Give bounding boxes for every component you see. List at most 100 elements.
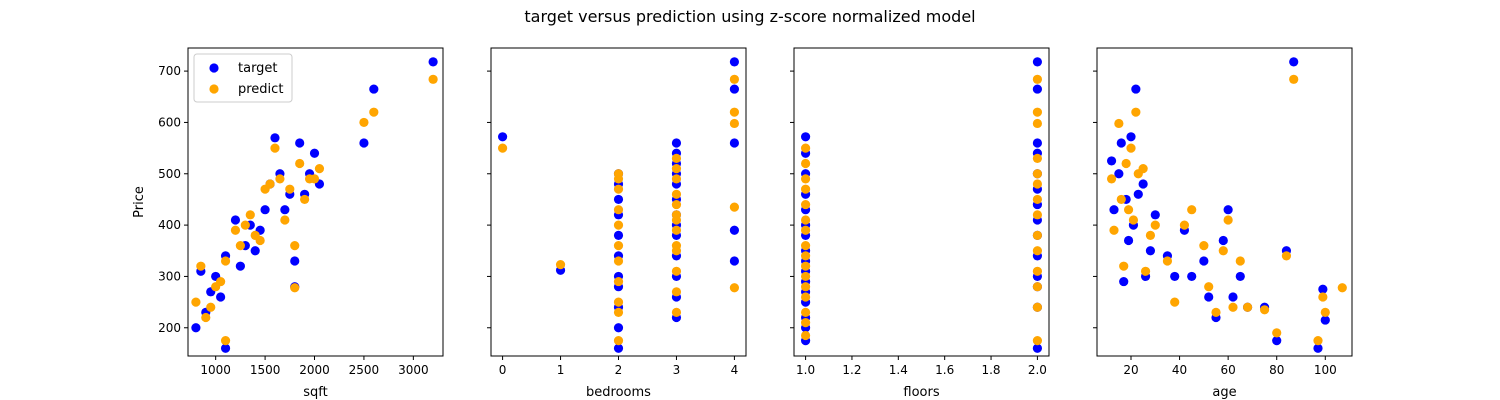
- point-predict: [265, 179, 275, 189]
- point-predict: [206, 302, 216, 312]
- y-tick-label: 600: [158, 115, 181, 129]
- point-target: [295, 138, 305, 148]
- point-target: [220, 343, 231, 353]
- point-predict: [1032, 266, 1043, 276]
- x-tick-label: 1: [557, 363, 565, 377]
- point-predict: [1032, 169, 1043, 179]
- point-target: [1272, 336, 1282, 346]
- point-predict: [1128, 215, 1139, 225]
- point-target: [1223, 205, 1233, 215]
- point-target: [497, 132, 508, 142]
- x-tick-label: 40: [1172, 363, 1187, 377]
- point-target: [1218, 235, 1228, 246]
- subplot-2: 0 1 2 3 4 bedrooms: [487, 47, 747, 400]
- point-target: [1032, 343, 1043, 353]
- point-target: [1204, 292, 1214, 302]
- point-predict: [196, 261, 206, 271]
- x-tick-label: 1000: [200, 363, 231, 377]
- y-tick-label: 500: [158, 167, 181, 181]
- point-predict: [1318, 292, 1328, 302]
- x-tick-label: 20: [1123, 363, 1138, 377]
- point-target: [1228, 292, 1238, 302]
- point-predict: [729, 107, 740, 117]
- point-predict: [1162, 256, 1173, 266]
- point-predict: [1032, 246, 1043, 256]
- series-predict: [1106, 74, 1347, 346]
- series-target: [800, 57, 1043, 353]
- point-predict: [1032, 194, 1043, 205]
- point-predict: [800, 251, 811, 261]
- point-predict: [800, 215, 811, 225]
- point-target: [1187, 271, 1197, 282]
- x-axis-label: sqft: [303, 385, 327, 400]
- point-target: [729, 256, 740, 266]
- series-predict: [497, 74, 740, 346]
- point-target: [1289, 57, 1299, 67]
- legend-marker-predict: [209, 84, 219, 94]
- x-tick-label: 2.0: [1028, 363, 1047, 377]
- point-target: [1123, 235, 1134, 246]
- point-target: [729, 225, 740, 235]
- point-predict: [671, 241, 682, 251]
- point-predict: [216, 276, 226, 287]
- point-target: [1114, 169, 1124, 179]
- axes-frame: [1096, 47, 1353, 357]
- point-target: [1032, 57, 1043, 67]
- y-axis-label: Price: [132, 186, 147, 218]
- point-predict: [671, 266, 682, 276]
- point-target: [1119, 276, 1129, 287]
- point-target: [1318, 284, 1328, 294]
- point-predict: [359, 117, 369, 128]
- point-target: [800, 132, 811, 142]
- point-predict: [729, 74, 740, 84]
- point-target: [1313, 343, 1323, 353]
- point-predict: [671, 307, 682, 317]
- x-tick-label: 1.6: [935, 363, 954, 377]
- point-target: [613, 343, 624, 353]
- point-target: [280, 205, 290, 215]
- point-target: [671, 138, 682, 148]
- point-predict: [1228, 302, 1238, 312]
- point-predict: [295, 158, 305, 169]
- axes-frame: [187, 47, 444, 357]
- x-tick-label: 2500: [349, 363, 380, 377]
- x-tick-label: 1.4: [889, 363, 908, 377]
- point-target: [1150, 210, 1160, 220]
- point-target: [613, 194, 624, 205]
- legend: target predict: [193, 53, 293, 103]
- point-predict: [800, 261, 811, 271]
- point-target: [216, 292, 226, 302]
- legend-marker-target: [209, 63, 219, 73]
- point-predict: [800, 307, 811, 317]
- x-axis-label: bedrooms: [586, 385, 651, 400]
- point-predict: [1032, 179, 1043, 189]
- point-predict: [300, 194, 310, 205]
- point-predict: [1106, 174, 1117, 184]
- x-axis-label: floors: [903, 385, 939, 400]
- x-tick-label: 80: [1269, 363, 1284, 377]
- point-target: [191, 323, 201, 333]
- point-predict: [245, 210, 255, 220]
- point-predict: [369, 107, 379, 117]
- point-predict: [800, 241, 811, 251]
- subplot-1: 1000 1500 2000 2500 3000 200 300 400 500 600 700 sq…: [132, 47, 444, 400]
- point-predict: [800, 225, 811, 235]
- point-predict: [255, 235, 265, 246]
- x-tick-label: 3000: [398, 363, 429, 377]
- point-predict: [800, 292, 811, 302]
- point-target: [613, 230, 624, 240]
- x-tick-label: 1.0: [796, 363, 815, 377]
- y-tick-label: 300: [158, 269, 181, 283]
- point-target: [428, 57, 438, 67]
- point-predict: [1138, 164, 1148, 174]
- point-predict: [1032, 336, 1043, 346]
- point-predict: [1116, 194, 1126, 205]
- point-predict: [220, 256, 231, 266]
- point-target: [369, 84, 379, 94]
- point-predict: [1126, 143, 1136, 153]
- point-predict: [1145, 230, 1156, 240]
- point-predict: [1223, 215, 1233, 225]
- point-predict: [729, 283, 740, 293]
- point-predict: [1313, 336, 1323, 346]
- x-tick-label: 100: [1314, 363, 1337, 377]
